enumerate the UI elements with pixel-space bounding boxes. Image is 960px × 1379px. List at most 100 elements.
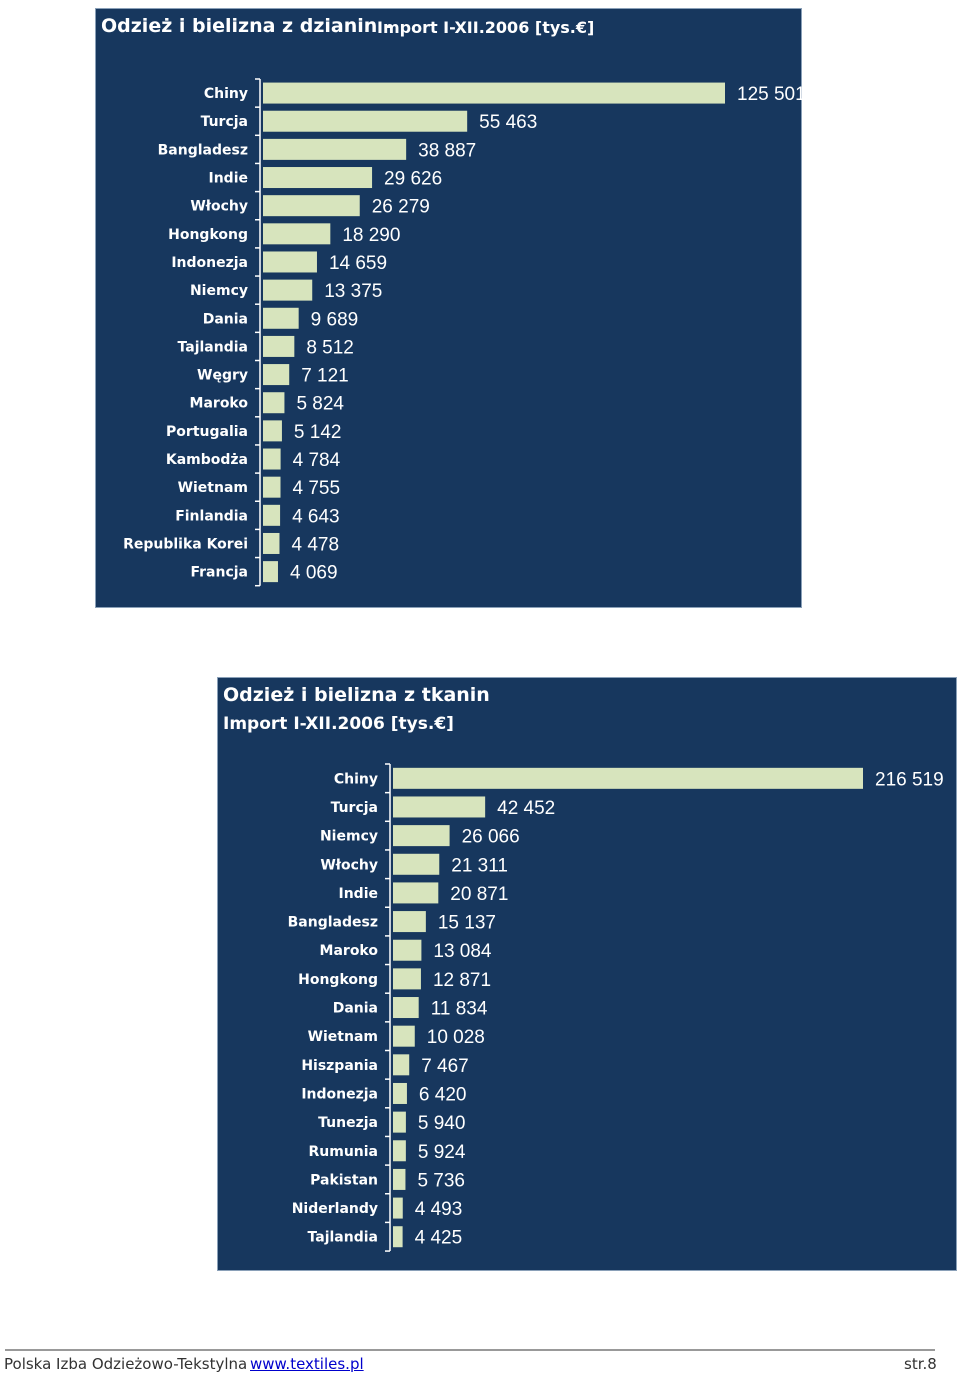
knitted-bar <box>263 392 285 414</box>
woven-data-label: 216 519 <box>875 769 944 790</box>
woven-bar <box>393 911 426 933</box>
woven-data-label: 42 452 <box>497 798 555 819</box>
knitted-category-label: Wietnam <box>178 480 248 496</box>
woven-category-label: Niemcy <box>320 829 378 845</box>
chart-subtitle-woven: Import I-XII.2006 [tys.€] <box>223 714 454 734</box>
knitted-bar <box>263 504 281 526</box>
footer-organization: Polska Izba Odzieżowo-Tekstylna <box>4 1355 248 1373</box>
knitted-category-label: Dania <box>203 311 248 327</box>
woven-bar <box>393 796 486 818</box>
knitted-category-label: Hongkong <box>168 227 248 243</box>
woven-category-label: Włochy <box>320 857 378 873</box>
woven-bar <box>393 1226 403 1248</box>
woven-bar <box>393 825 450 847</box>
knitted-data-label: 55 463 <box>479 112 537 133</box>
knitted-data-label: 29 626 <box>384 169 442 190</box>
chart-title-knitted: Odzież i bielizna z dzianin - <box>101 15 392 37</box>
knitted-data-label: 13 375 <box>324 281 382 302</box>
knitted-data-label: 125 501 <box>737 84 806 105</box>
woven-data-label: 5 924 <box>418 1142 466 1163</box>
knitted-category-label: Bangladesz <box>158 142 248 158</box>
woven-data-label: 4 425 <box>415 1228 463 1249</box>
woven-data-label: 15 137 <box>438 913 496 934</box>
chart-title-woven: Odzież i bielizna z tkanin <box>223 684 490 706</box>
woven-bar <box>393 1025 415 1047</box>
knitted-category-label: Francja <box>190 565 248 581</box>
woven-bar <box>393 1140 406 1162</box>
woven-category-label: Hiszpania <box>301 1058 378 1074</box>
knitted-data-label: 4 069 <box>290 563 338 584</box>
knitted-data-label: 38 887 <box>418 140 476 161</box>
chart-panel-knitted: Odzież i bielizna z dzianin - Import I-X… <box>95 8 806 608</box>
knitted-bar <box>263 307 299 329</box>
woven-category-label: Tajlandia <box>308 1230 378 1246</box>
knitted-data-label: 14 659 <box>329 253 387 274</box>
footer-divider <box>5 1349 935 1351</box>
woven-category-label: Tunezja <box>318 1115 378 1131</box>
knitted-category-label: Kambodża <box>166 452 248 468</box>
woven-category-label: Indonezja <box>301 1086 378 1102</box>
woven-data-label: 12 871 <box>433 970 491 991</box>
knitted-bar <box>263 420 282 442</box>
knitted-category-label: Włochy <box>190 199 248 215</box>
woven-category-label: Hongkong <box>298 972 378 988</box>
knitted-bar <box>263 561 278 583</box>
knitted-bar <box>263 476 281 498</box>
knitted-data-label: 8 512 <box>306 337 354 358</box>
knitted-category-label: Indie <box>209 171 249 187</box>
woven-bar <box>393 1082 407 1104</box>
woven-category-label: Pakistan <box>310 1172 378 1188</box>
knitted-data-label: 26 279 <box>372 197 430 218</box>
knitted-data-label: 4 643 <box>292 506 340 527</box>
woven-category-label: Indie <box>339 886 379 902</box>
woven-data-label: 4 493 <box>415 1199 463 1220</box>
knitted-bar <box>263 532 280 554</box>
knitted-data-label: 4 755 <box>293 478 341 499</box>
woven-data-label: 11 834 <box>431 999 488 1020</box>
woven-bar <box>393 1054 410 1076</box>
knitted-data-label: 5 142 <box>294 422 342 443</box>
knitted-bar <box>263 110 468 132</box>
woven-bar <box>393 1111 406 1133</box>
woven-category-label: Turcja <box>331 800 378 816</box>
woven-data-label: 6 420 <box>419 1084 467 1105</box>
knitted-bar <box>263 223 331 245</box>
knitted-bar <box>263 364 290 386</box>
knitted-data-label: 18 290 <box>342 225 400 246</box>
knitted-category-label: Portugalia <box>166 424 248 440</box>
knitted-data-label: 4 784 <box>293 450 341 471</box>
woven-bar <box>393 997 419 1019</box>
woven-category-label: Wietnam <box>308 1029 378 1045</box>
knitted-category-label: Tajlandia <box>178 339 248 355</box>
knitted-bar <box>263 279 313 301</box>
woven-bar <box>393 1168 406 1190</box>
knitted-bar <box>263 138 407 160</box>
woven-data-label: 21 311 <box>451 855 508 876</box>
footer-website-link[interactable]: www.textiles.pl <box>250 1355 364 1373</box>
woven-category-label: Rumunia <box>308 1144 378 1160</box>
footer-page-number: str.8 <box>904 1355 937 1373</box>
woven-bar <box>393 939 422 961</box>
knitted-data-label: 5 824 <box>296 394 344 415</box>
woven-bar <box>393 853 440 875</box>
bar-chart-knitted: Chiny 125 501 Turcja 55 463 Bangladesz 38 887… <box>123 78 806 587</box>
woven-data-label: 13 084 <box>433 941 492 962</box>
knitted-bar <box>263 82 725 104</box>
chart-subtitle-knitted: Import I-XII.2006 [tys.€] <box>377 18 595 37</box>
knitted-category-label: Finlandia <box>175 508 248 524</box>
knitted-category-label: Republika Korei <box>123 536 248 552</box>
woven-data-label: 20 871 <box>450 884 508 905</box>
knitted-bar <box>263 251 317 273</box>
woven-bar <box>393 968 421 990</box>
knitted-category-label: Turcja <box>201 114 248 130</box>
woven-category-label: Dania <box>333 1001 378 1017</box>
knitted-category-label: Węgry <box>197 368 248 384</box>
knitted-data-label: 9 689 <box>311 309 359 330</box>
knitted-bar <box>263 335 295 357</box>
knitted-data-label: 4 478 <box>291 534 339 555</box>
knitted-bar <box>263 167 373 189</box>
woven-bar <box>393 767 863 789</box>
knitted-category-label: Niemcy <box>190 283 248 299</box>
knitted-bar <box>263 448 281 470</box>
bar-chart-woven: Chiny 216 519 Turcja 42 452 Niemcy 26 066 Włoc… <box>288 763 944 1252</box>
